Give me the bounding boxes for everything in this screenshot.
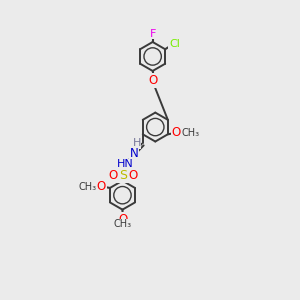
Text: O: O bbox=[118, 213, 127, 226]
Text: CH₃: CH₃ bbox=[114, 219, 132, 229]
Text: O: O bbox=[109, 169, 118, 182]
Text: CH₃: CH₃ bbox=[181, 128, 199, 138]
Text: O: O bbox=[129, 169, 138, 182]
Text: N: N bbox=[130, 147, 138, 160]
Text: S: S bbox=[119, 169, 128, 182]
Text: F: F bbox=[149, 28, 156, 38]
Text: O: O bbox=[97, 180, 106, 193]
Text: CH₃: CH₃ bbox=[79, 182, 97, 192]
Text: O: O bbox=[172, 126, 181, 140]
Text: O: O bbox=[148, 74, 157, 87]
Text: HN: HN bbox=[117, 159, 134, 169]
Text: H: H bbox=[132, 139, 141, 148]
Text: Cl: Cl bbox=[169, 39, 180, 49]
